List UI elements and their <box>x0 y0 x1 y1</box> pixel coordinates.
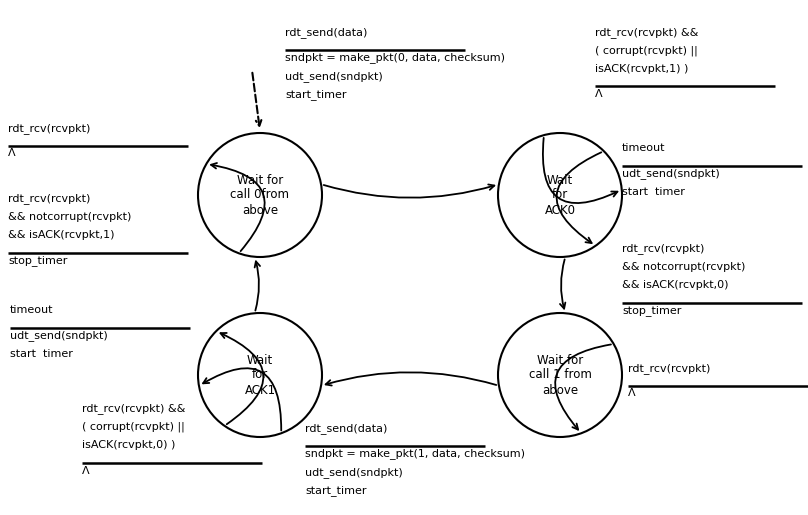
Text: Wait for
call 1 from
above: Wait for call 1 from above <box>528 353 591 397</box>
Text: rdt_rcv(rcvpkt): rdt_rcv(rcvpkt) <box>8 123 90 134</box>
Text: timeout: timeout <box>622 143 666 153</box>
Text: rdt_send(data): rdt_send(data) <box>285 27 368 38</box>
Text: udt_send(sndpkt): udt_send(sndpkt) <box>305 467 402 478</box>
Text: Wait
for
ACK1: Wait for ACK1 <box>245 353 276 397</box>
Text: Wait for
call 0from
above: Wait for call 0from above <box>230 174 289 216</box>
Text: start  timer: start timer <box>10 349 73 359</box>
Text: isACK(rcvpkt,0) ): isACK(rcvpkt,0) ) <box>82 440 175 450</box>
Text: sndpkt = make_pkt(0, data, checksum): sndpkt = make_pkt(0, data, checksum) <box>285 53 505 63</box>
Text: start_timer: start_timer <box>305 486 367 496</box>
Text: sndpkt = make_pkt(1, data, checksum): sndpkt = make_pkt(1, data, checksum) <box>305 449 525 459</box>
Text: ( corrupt(rcvpkt) ||: ( corrupt(rcvpkt) || <box>595 45 698 56</box>
Text: && notcorrupt(rcvpkt): && notcorrupt(rcvpkt) <box>622 262 745 271</box>
Text: Wait
for
ACK0: Wait for ACK0 <box>545 174 575 216</box>
Text: rdt_rcv(rcvpkt): rdt_rcv(rcvpkt) <box>622 243 705 254</box>
Text: ( corrupt(rcvpkt) ||: ( corrupt(rcvpkt) || <box>82 421 185 432</box>
Text: && isACK(rcvpkt,0): && isACK(rcvpkt,0) <box>622 280 729 290</box>
Text: start_timer: start_timer <box>285 90 347 100</box>
Text: start  timer: start timer <box>622 187 685 197</box>
Text: rdt_rcv(rcvpkt): rdt_rcv(rcvpkt) <box>628 363 710 374</box>
Text: rdt_rcv(rcvpkt) &&: rdt_rcv(rcvpkt) && <box>82 403 185 414</box>
Text: timeout: timeout <box>10 305 53 315</box>
Text: Λ: Λ <box>8 148 15 159</box>
Text: isACK(rcvpkt,1) ): isACK(rcvpkt,1) ) <box>595 64 688 74</box>
Text: stop_timer: stop_timer <box>8 255 67 266</box>
Text: Λ: Λ <box>82 466 90 475</box>
Text: udt_send(sndpkt): udt_send(sndpkt) <box>622 168 720 179</box>
Text: Λ: Λ <box>595 90 603 99</box>
Text: rdt_rcv(rcvpkt) &&: rdt_rcv(rcvpkt) && <box>595 27 698 38</box>
Text: && notcorrupt(rcvpkt): && notcorrupt(rcvpkt) <box>8 212 132 221</box>
Text: udt_send(sndpkt): udt_send(sndpkt) <box>285 71 383 82</box>
Text: stop_timer: stop_timer <box>622 305 681 316</box>
Text: udt_send(sndpkt): udt_send(sndpkt) <box>10 331 107 341</box>
Text: rdt_send(data): rdt_send(data) <box>305 423 387 434</box>
Text: && isACK(rcvpkt,1): && isACK(rcvpkt,1) <box>8 230 115 240</box>
Text: rdt_rcv(rcvpkt): rdt_rcv(rcvpkt) <box>8 193 90 204</box>
Text: Λ: Λ <box>628 388 636 399</box>
